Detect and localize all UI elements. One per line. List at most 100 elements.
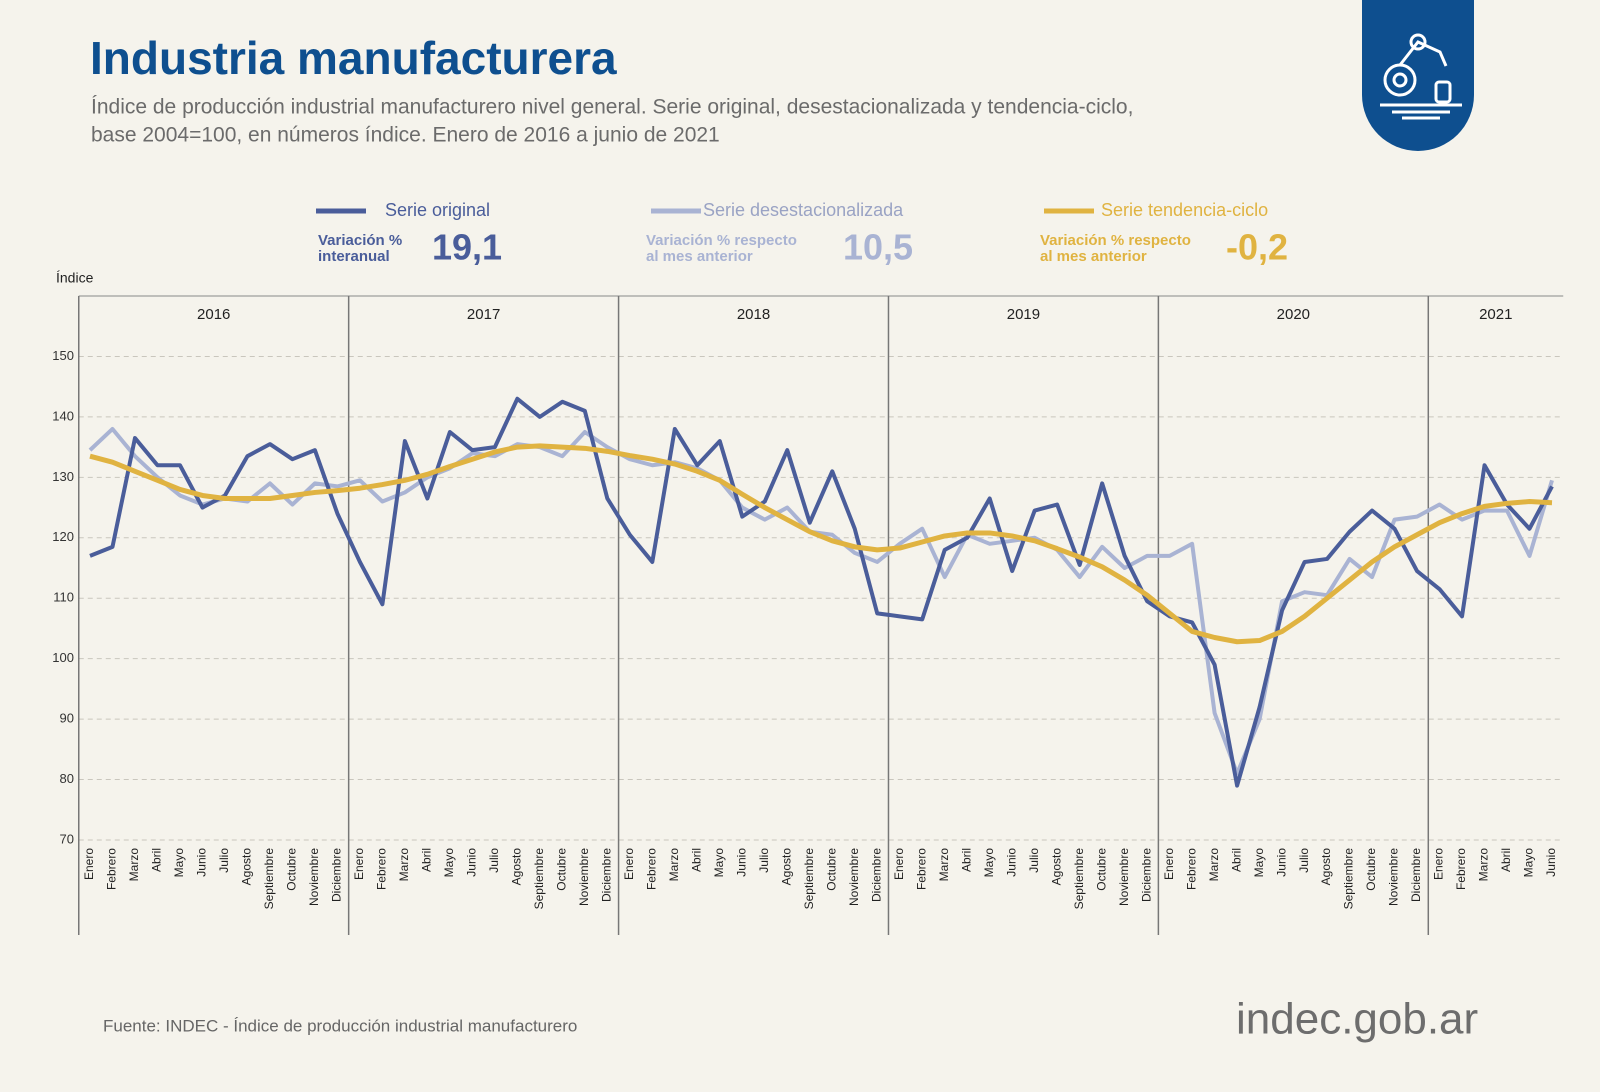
x-tick-label: Junio [1544, 848, 1558, 877]
y-tick-label: 140 [52, 408, 74, 423]
x-tick-label: Marzo [1207, 848, 1221, 882]
x-tick-label: Junio [195, 848, 209, 877]
icon-badge [1362, 0, 1474, 151]
x-tick-label: Marzo [127, 848, 141, 882]
stat-value: 19,1 [432, 227, 502, 268]
legend-label: Serie tendencia-ciclo [1101, 200, 1268, 220]
x-tick-label: Octubre [1364, 848, 1378, 891]
x-tick-label: Febrero [644, 848, 658, 890]
x-tick-label: Junio [1004, 848, 1018, 877]
x-tick-label: Diciembre [869, 848, 883, 902]
x-tick-label: Octubre [824, 848, 838, 891]
x-tick-label: Noviembre [1387, 848, 1401, 906]
x-tick-label: Enero [352, 848, 366, 880]
x-tick-label: Septiembre [1072, 848, 1086, 910]
y-axis-title: Índice [56, 270, 94, 286]
subtitle: base 2004=100, en números índice. Enero … [91, 124, 720, 147]
x-tick-label: Octubre [555, 848, 569, 891]
x-tick-label: Abril [959, 848, 973, 872]
x-tick-label: Marzo [937, 848, 951, 882]
x-tick-label: Noviembre [307, 848, 321, 906]
stat-label: Variación % respecto [1040, 232, 1191, 249]
x-tick-label: Noviembre [847, 848, 861, 906]
y-tick-label: 80 [60, 771, 74, 786]
x-tick-label: Junio [1274, 848, 1288, 877]
logo: indec.gob.ar [1236, 995, 1478, 1044]
x-tick-label: Agosto [1049, 848, 1063, 886]
x-tick-label: Junio [734, 848, 748, 877]
stat-value: 10,5 [843, 227, 913, 268]
series-line [89, 396, 1554, 788]
x-tick-label: Diciembre [599, 848, 613, 902]
x-tick-label: Julio [757, 848, 771, 873]
year-label: 2018 [737, 306, 770, 323]
x-tick-label: Enero [1162, 848, 1176, 880]
y-tick-label: 120 [52, 529, 74, 544]
stat-label: al mes anterior [1040, 248, 1147, 265]
x-tick-label: Febrero [1184, 848, 1198, 890]
x-tick-label: Abril [420, 848, 434, 872]
x-tick-label: Noviembre [1117, 848, 1131, 906]
x-tick-label: Febrero [105, 848, 119, 890]
stat-label: interanual [318, 248, 390, 265]
x-tick-label: Junio [465, 848, 479, 877]
year-label: 2016 [197, 306, 230, 323]
x-tick-label: Mayo [1252, 848, 1266, 878]
x-tick-label: Abril [689, 848, 703, 872]
x-tick-label: Febrero [375, 848, 389, 890]
year-label: 2019 [1007, 306, 1040, 323]
x-tick-label: Agosto [1319, 848, 1333, 886]
x-tick-label: Mayo [712, 848, 726, 878]
x-tick-label: Julio [217, 848, 231, 873]
y-tick-label: 110 [53, 590, 74, 605]
x-tick-label: Mayo [1522, 848, 1536, 878]
x-tick-label: Febrero [914, 848, 928, 890]
stat-value: -0,2 [1226, 227, 1288, 268]
x-tick-label: Octubre [1094, 848, 1108, 891]
stat-label: al mes anterior [646, 248, 753, 265]
x-tick-label: Septiembre [802, 848, 816, 910]
x-tick-label: Septiembre [1342, 848, 1356, 910]
x-tick-label: Marzo [397, 848, 411, 882]
y-tick-label: 130 [52, 469, 74, 484]
x-tick-label: Mayo [172, 848, 186, 878]
y-tick-label: 150 [52, 348, 74, 363]
year-label: 2021 [1479, 306, 1512, 323]
x-tick-label: Septiembre [532, 848, 546, 910]
x-tick-label: Septiembre [262, 848, 276, 910]
year-label: 2017 [467, 306, 500, 323]
x-tick-label: Julio [487, 848, 501, 873]
robot-icon [1380, 33, 1462, 120]
x-tick-label: Diciembre [1409, 848, 1423, 902]
x-tick-label: Abril [1499, 848, 1513, 872]
legend-label: Serie desestacionalizada [703, 200, 904, 220]
x-tick-label: Febrero [1454, 848, 1468, 890]
y-tick-label: 90 [60, 711, 74, 726]
x-tick-label: Marzo [1477, 848, 1491, 882]
series-line [88, 426, 1554, 776]
x-tick-label: Agosto [779, 848, 793, 886]
year-label: 2020 [1277, 306, 1310, 323]
x-tick-label: Abril [1229, 848, 1243, 872]
x-tick-label: Enero [622, 848, 636, 880]
y-tick-label: 70 [60, 831, 74, 846]
title: Industria manufacturera [90, 32, 617, 84]
series-line [89, 443, 1553, 645]
x-tick-label: Marzo [667, 848, 681, 882]
stat-label: Variación % respecto [646, 232, 797, 249]
stat-label: Variación % [318, 232, 402, 249]
x-tick-label: Mayo [442, 848, 456, 878]
x-tick-label: Enero [892, 848, 906, 880]
x-tick-label: Agosto [510, 848, 524, 886]
x-tick-label: Noviembre [577, 848, 591, 906]
legend-label: Serie original [385, 200, 490, 220]
source: Fuente: INDEC - Índice de producción ind… [103, 1016, 577, 1035]
x-tick-label: Diciembre [1139, 848, 1153, 902]
x-tick-label: Julio [1297, 848, 1311, 873]
x-tick-label: Enero [82, 848, 96, 880]
x-tick-label: Julio [1027, 848, 1041, 873]
x-tick-label: Mayo [982, 848, 996, 878]
